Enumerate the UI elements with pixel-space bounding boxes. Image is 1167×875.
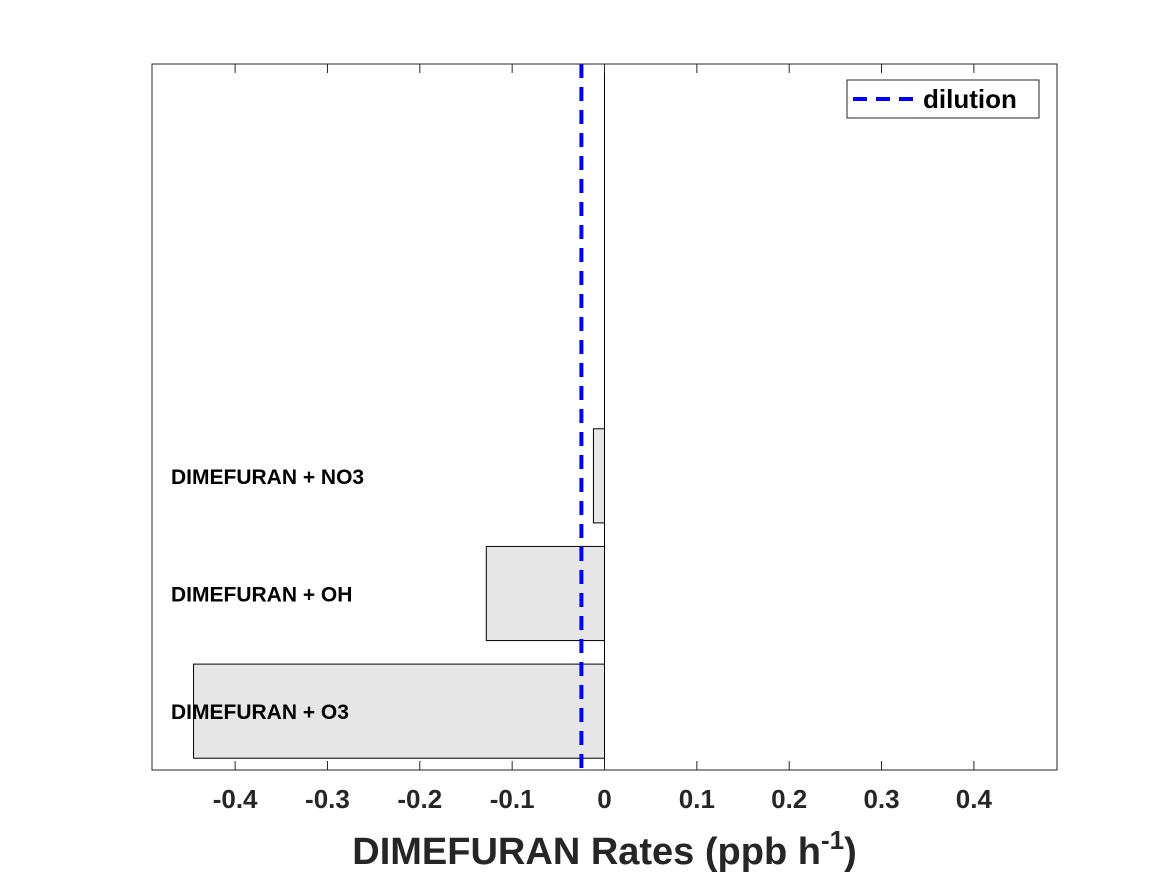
x-tick-label: -0.3 [305,784,350,814]
x-tick-label: -0.2 [397,784,442,814]
x-tick-label: 0.4 [956,784,993,814]
x-tick-label: 0 [597,784,611,814]
x-axis-title-superscript: -1 [821,825,844,855]
x-axis-title: DIMEFURAN Rates (ppb h-1) [352,825,856,873]
legend-dilution-label: dilution [923,84,1017,114]
x-tick-label: -0.1 [490,784,535,814]
x-tick-label: 0.3 [863,784,899,814]
x-tick-label: 0.1 [679,784,715,814]
bar-category-label: DIMEFURAN + NO3 [171,466,364,489]
bar-category-label: DIMEFURAN + OH [171,584,352,607]
x-axis-title-close: ) [844,831,857,873]
x-axis-title-main: DIMEFURAN Rates (ppb h [352,831,821,873]
bar [485,545,606,642]
bar [592,428,606,524]
x-tick-label: 0.2 [771,784,807,814]
bar [193,663,605,759]
x-tick-label: -0.4 [213,784,258,814]
bar-category-label: DIMEFURAN + O3 [171,701,349,724]
